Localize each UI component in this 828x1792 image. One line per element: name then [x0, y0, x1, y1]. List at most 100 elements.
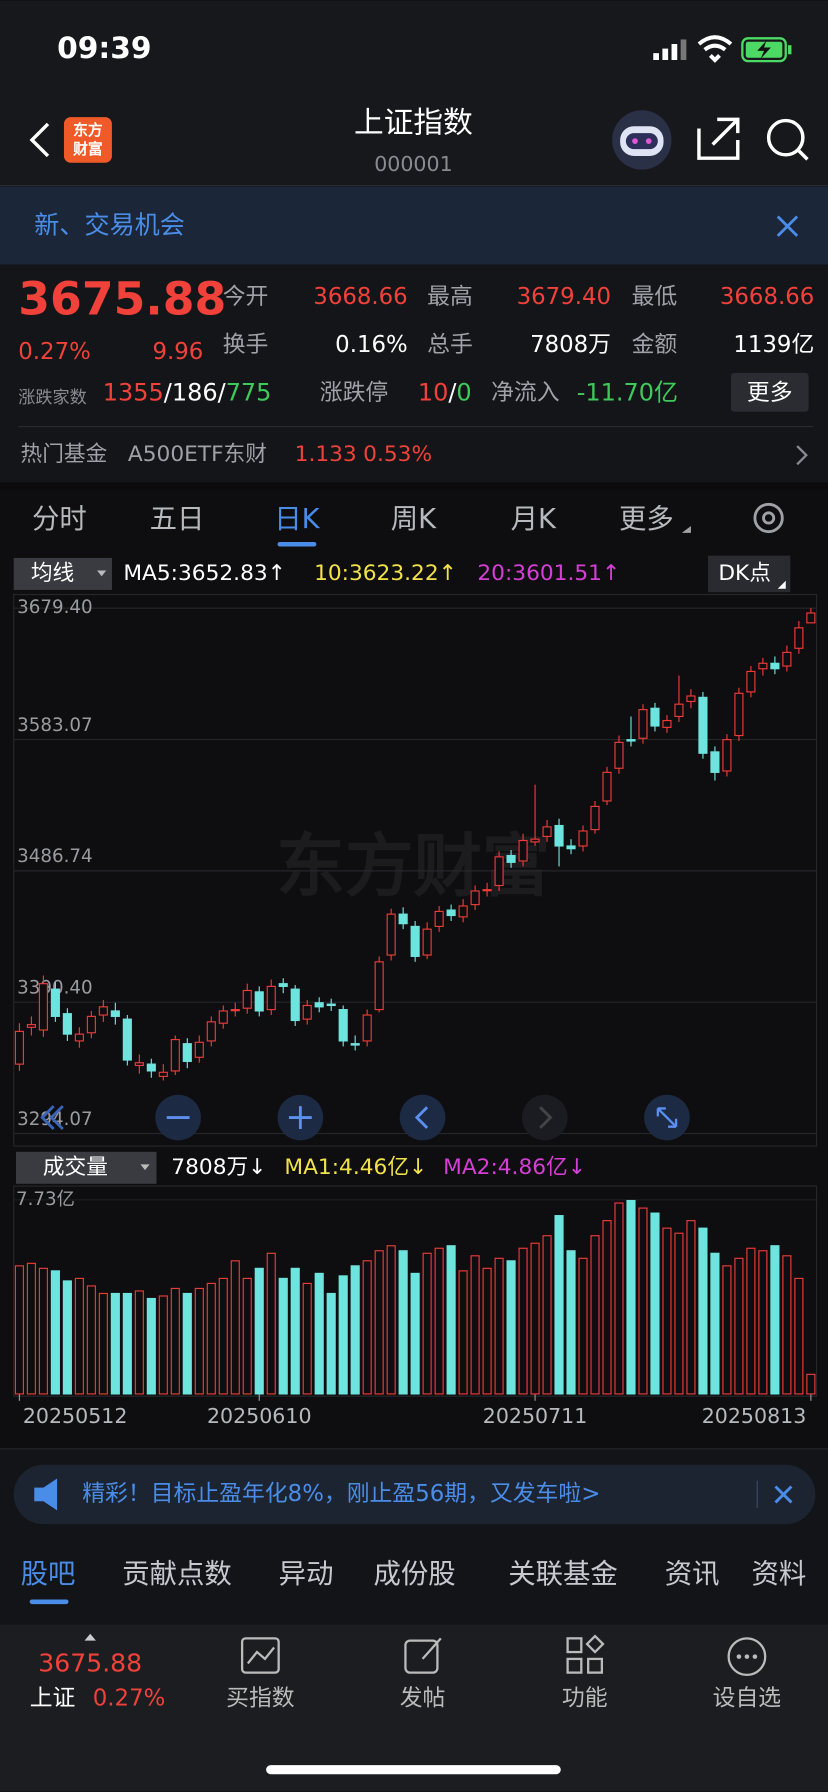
footer-item[interactable]: 买指数	[226, 1685, 295, 1711]
footer-bg	[0, 1624, 828, 1792]
info-tab[interactable]: 成份股	[373, 1559, 455, 1590]
limit-up: 10	[418, 378, 448, 406]
ma10: 10:3623.22↑	[314, 561, 457, 586]
flat-count: 186	[172, 378, 218, 406]
y-tick-label: 3486.74	[17, 846, 93, 867]
candle-body	[530, 838, 540, 843]
volume-ma1: MA1:4.46亿↓	[284, 1155, 427, 1180]
volume-bar	[410, 1272, 420, 1395]
volume-bar	[350, 1265, 360, 1395]
indicator-selector[interactable]	[13, 557, 112, 590]
volume-bar	[290, 1267, 300, 1395]
indicator-selector-text[interactable]: 均线	[31, 561, 74, 586]
search-button[interactable]	[766, 118, 809, 161]
candle-body	[626, 739, 636, 742]
robot-button[interactable]	[612, 110, 672, 170]
ad-text[interactable]: 精彩！目标止盈年化8%，刚止盈56期，又发车啦>	[82, 1481, 600, 1507]
period-tab[interactable]: 周K	[391, 504, 437, 535]
field-label: 最高	[427, 284, 473, 310]
dk-button[interactable]	[708, 555, 791, 593]
dropdown-icon	[140, 1164, 150, 1171]
candle-body	[386, 913, 396, 956]
breadth: 1355/186/775	[103, 378, 272, 406]
candle-body	[194, 1041, 204, 1058]
expand-icon[interactable]	[84, 1633, 96, 1641]
period-tab[interactable]: 分时	[32, 504, 87, 535]
period-tab[interactable]: 五日	[150, 504, 205, 535]
chevron[interactable]	[796, 445, 808, 466]
candle-body	[734, 692, 744, 737]
info-tab[interactable]: 资讯	[665, 1559, 720, 1590]
period-tab[interactable]: 月K	[511, 504, 557, 535]
logo-text: 财富	[73, 140, 103, 158]
period-tab[interactable]: 日K	[274, 504, 320, 535]
separator: /	[218, 378, 227, 406]
candle-body	[254, 991, 264, 1012]
period-tab[interactable]: 更多	[619, 504, 674, 535]
info-tab[interactable]: 关联基金	[508, 1559, 618, 1590]
more-dots	[736, 1654, 758, 1659]
volume-bar	[566, 1250, 576, 1395]
volume-bar	[554, 1215, 564, 1395]
stock-code: 000001	[374, 152, 452, 176]
candle-body	[38, 983, 48, 1031]
volume-selector[interactable]	[15, 1151, 157, 1184]
info-tab[interactable]: 资料	[751, 1559, 806, 1590]
volume-bar	[734, 1257, 744, 1395]
volume-bar	[518, 1247, 528, 1395]
share-button[interactable]	[697, 117, 740, 160]
volume-bar	[218, 1277, 228, 1395]
banner-text[interactable]: 新、交易机会	[34, 211, 185, 240]
volume-bar	[626, 1199, 636, 1395]
field-label: 金额	[632, 332, 678, 358]
more-button[interactable]	[730, 372, 809, 412]
more-button-text[interactable]: 更多	[747, 380, 793, 406]
volume-bar	[590, 1235, 600, 1395]
candle-body	[302, 1004, 312, 1020]
y-tick-label: 3679.40	[17, 597, 93, 618]
price: 3675.88	[18, 273, 226, 326]
x-tick-label: 20250512	[23, 1404, 128, 1428]
candle-body	[98, 1006, 108, 1016]
volume-bar	[482, 1267, 492, 1395]
volume-bar	[302, 1282, 312, 1395]
volume-bar	[146, 1297, 156, 1395]
settings-button[interactable]	[753, 502, 784, 534]
volume-bar	[686, 1220, 696, 1395]
banner-close[interactable]	[776, 215, 799, 237]
volume-bar	[122, 1292, 132, 1395]
dropdown-icon	[97, 570, 107, 577]
y-tick-label: 3583.07	[17, 715, 93, 736]
volume-bar	[14, 1265, 24, 1395]
back-button[interactable]	[29, 122, 50, 158]
candle-body	[722, 739, 732, 772]
candle-body	[806, 612, 816, 624]
ad-bar[interactable]	[13, 1464, 816, 1525]
info-tab[interactable]: 异动	[279, 1559, 334, 1590]
field-label: 总手	[427, 332, 473, 358]
dk-button-text[interactable]: DK点	[718, 561, 771, 586]
field-value: 3668.66	[313, 284, 407, 310]
candle-body	[74, 1033, 84, 1042]
footer-item[interactable]: 功能	[562, 1685, 608, 1711]
ad-close[interactable]	[774, 1485, 793, 1504]
info-tab[interactable]: 股吧	[21, 1559, 76, 1590]
volume-bar	[770, 1245, 780, 1395]
volume-bar	[722, 1265, 732, 1395]
limit-label: 涨跌停	[320, 380, 388, 406]
candle-body	[158, 1071, 168, 1077]
next-button[interactable]	[521, 1094, 568, 1141]
divider	[0, 482, 828, 490]
scroll-left-button[interactable]	[40, 1105, 64, 1130]
prev-button[interactable]	[399, 1094, 446, 1141]
battery-icon	[741, 37, 792, 63]
footer-item[interactable]: 设自选	[713, 1685, 782, 1711]
volume-bar	[338, 1275, 348, 1395]
candle-body	[86, 1015, 96, 1034]
footer-item[interactable]: 发帖	[400, 1685, 446, 1711]
hot-fund-name[interactable]: A500ETF东财	[128, 442, 267, 467]
volume-bar	[662, 1227, 672, 1395]
volume-selector-text[interactable]: 成交量	[43, 1155, 108, 1180]
info-tab[interactable]: 贡献点数	[122, 1559, 232, 1590]
